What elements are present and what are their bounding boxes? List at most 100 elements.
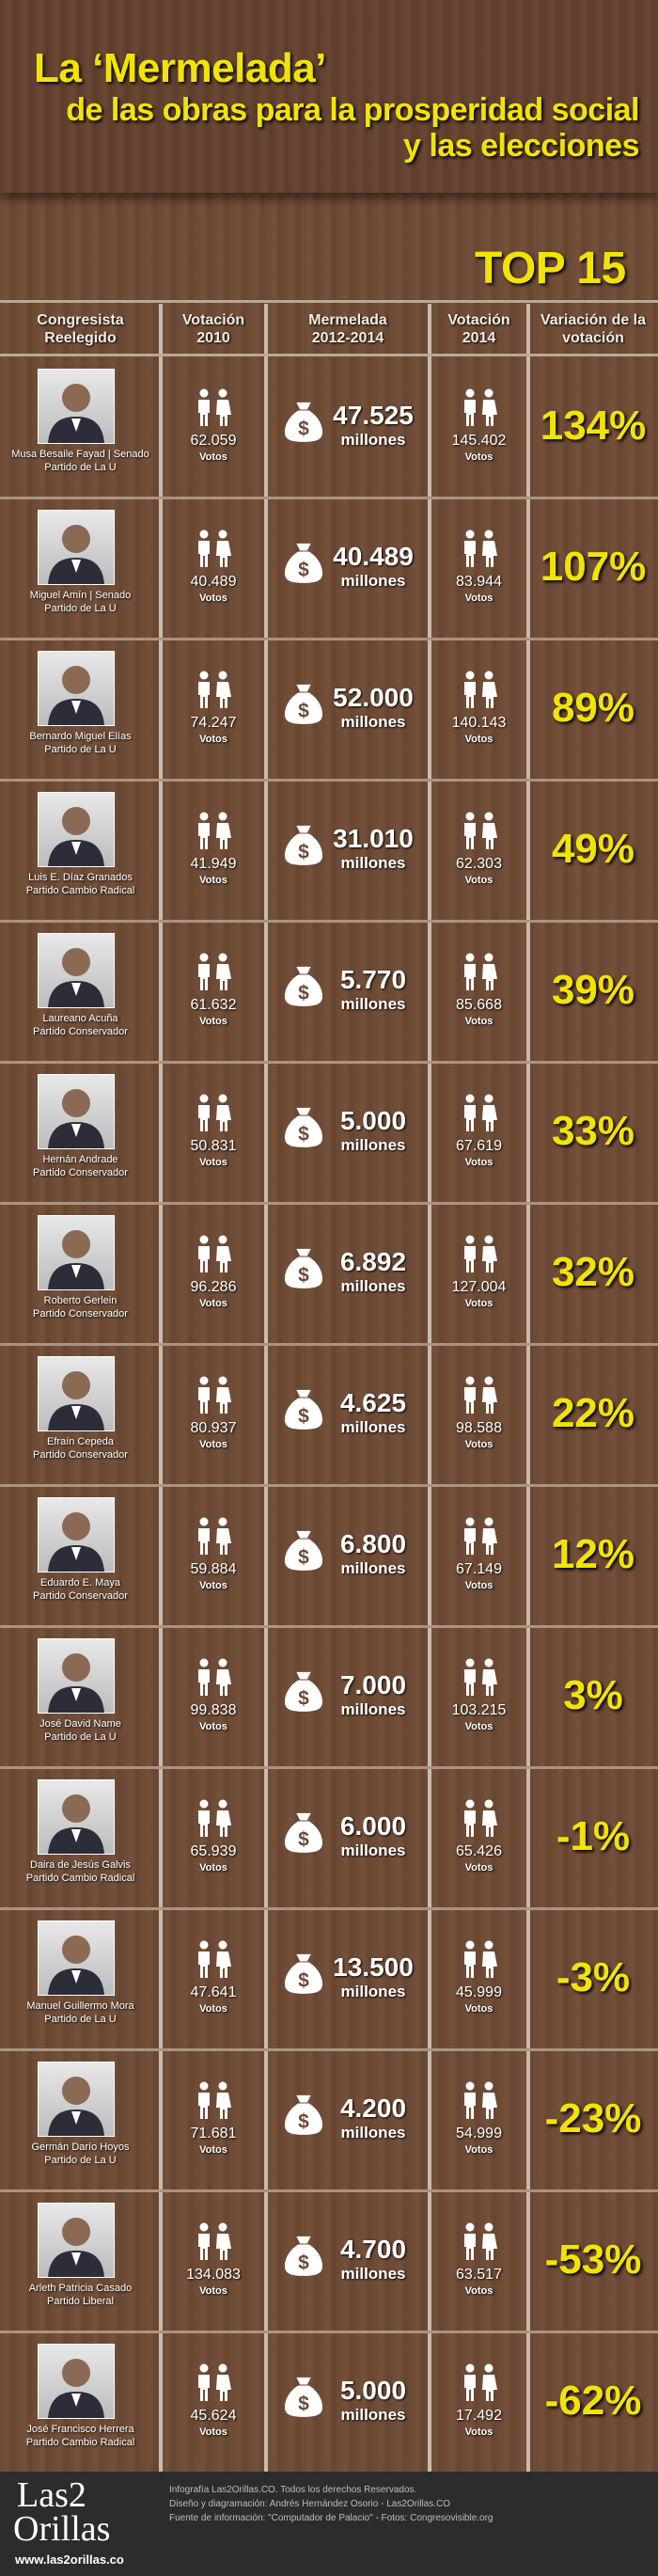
vote-variation: 32%: [551, 1249, 635, 1295]
votes-unit: Votos: [199, 2003, 227, 2015]
row-divider: [0, 1484, 658, 1487]
money-bag-icon-svg: $: [284, 1248, 323, 1288]
photo: [38, 1920, 115, 1996]
money-bag-icon: $: [284, 1245, 323, 1288]
congress-member-name: José Francisco Herrera: [26, 2424, 134, 2435]
photo-silhouette: [48, 1371, 104, 1430]
money-bag-icon: $: [284, 1810, 323, 1853]
money-bag-icon: $: [284, 1668, 323, 1712]
votes-unit: Votos: [464, 734, 494, 745]
svg-text:$: $: [298, 1828, 309, 1850]
vote-count: 17.492: [456, 2408, 502, 2424]
vote-count: 98.588: [456, 1420, 502, 1436]
column-header: 2012-2014: [311, 330, 384, 346]
congress-member-name: Partido Cambio Radical: [25, 2437, 135, 2448]
money-bag-icon-svg: $: [284, 1812, 323, 1853]
photo: [38, 1497, 115, 1572]
congress-member-name: Hernán Andrade: [42, 1154, 118, 1165]
mermelada-amount: 47.525: [333, 401, 414, 430]
vote-count: 71.681: [190, 2126, 237, 2141]
vote-count: 63.517: [456, 2267, 502, 2283]
voters-icon: [195, 1657, 232, 1696]
money-bag-icon: $: [284, 681, 323, 724]
voters-icon-svg: [463, 1376, 497, 1414]
photo-silhouette: [48, 807, 104, 866]
vote-count: 83.944: [456, 574, 502, 590]
photo-silhouette: [48, 1653, 104, 1713]
millions-unit: millones: [340, 1983, 406, 2000]
vote-variation: 107%: [540, 544, 647, 590]
voters-icon-svg: [463, 812, 497, 849]
voters-icon: [195, 952, 232, 990]
mermelada-amount: 6.800: [339, 1529, 407, 1558]
money-bag-icon: $: [284, 2374, 323, 2417]
svg-text:$: $: [298, 700, 309, 721]
voters-icon: [195, 1234, 232, 1272]
votes-unit: Votos: [464, 2426, 494, 2438]
money-bag-icon-svg: $: [284, 1389, 323, 1430]
voters-icon: [195, 811, 232, 849]
voters-icon: [195, 2363, 232, 2401]
vote-variation: -3%: [556, 1954, 631, 2000]
voters-icon: [461, 2221, 498, 2260]
svg-text:$: $: [298, 1405, 309, 1427]
votes-unit: Votos: [464, 1157, 494, 1168]
voters-icon-svg: [463, 1235, 497, 1272]
vote-variation: 12%: [551, 1531, 635, 1577]
vote-count: 67.619: [456, 1138, 502, 1154]
mermelada-amount: 4.700: [339, 2235, 407, 2264]
voters-icon-svg: [198, 671, 231, 708]
money-bag-icon: $: [284, 2233, 323, 2276]
millions-unit: millones: [340, 1559, 406, 1577]
money-bag-icon-svg: $: [284, 1953, 323, 1994]
voters-icon: [461, 529, 498, 567]
voters-icon: [461, 811, 498, 849]
vote-count: 50.831: [190, 1138, 237, 1154]
congress-member-name: Arleth Patricia Casado: [28, 2283, 133, 2294]
svg-text:$: $: [298, 2393, 309, 2414]
money-bag-icon-svg: $: [284, 2236, 323, 2276]
photo-silhouette: [48, 1512, 104, 1572]
row-divider: [0, 497, 658, 499]
photo-silhouette: [48, 525, 104, 584]
mermelada-amount: 52.000: [333, 683, 414, 712]
svg-text:$: $: [298, 841, 309, 862]
svg-text:$: $: [298, 2252, 309, 2273]
mermelada-amount: 5.000: [339, 1106, 407, 1135]
row-divider: [0, 2331, 658, 2333]
photo: [38, 2062, 115, 2137]
votes-unit: Votos: [464, 1580, 494, 1591]
column-divider: [264, 304, 268, 2473]
column-header: Congresista: [37, 312, 124, 328]
vote-count: 45.999: [456, 1984, 502, 2000]
voters-icon-svg: [463, 671, 497, 708]
voters-icon-svg: [198, 1940, 231, 1978]
voters-icon: [461, 952, 498, 990]
voters-icon-svg: [198, 2363, 231, 2401]
voters-icon-svg: [198, 1517, 231, 1555]
congress-member-name: Luis E. Díaz Granados: [28, 872, 133, 883]
svg-text:$: $: [298, 1969, 309, 1991]
voters-icon: [195, 529, 232, 567]
money-bag-icon-svg: $: [284, 402, 323, 442]
votes-unit: Votos: [199, 734, 227, 745]
voters-icon: [195, 1939, 232, 1978]
vote-count: 61.632: [190, 997, 237, 1013]
congress-member-name: Daira de Jesús Galvis: [30, 1859, 131, 1871]
photo: [38, 1356, 115, 1431]
vote-count: 59.884: [190, 1561, 237, 1577]
voters-icon-svg: [463, 1940, 497, 1978]
voters-icon-svg: [198, 812, 231, 849]
votes-unit: Votos: [199, 1580, 227, 1591]
votes-unit: Votos: [464, 451, 494, 463]
photo-silhouette: [48, 2218, 104, 2277]
millions-unit: millones: [340, 995, 406, 1013]
column-header: 2014: [462, 330, 496, 346]
voters-icon-svg: [463, 1094, 497, 1131]
money-bag-icon-svg: $: [284, 1530, 323, 1571]
voters-icon: [195, 1375, 232, 1414]
voters-icon: [195, 1093, 232, 1131]
voters-icon: [461, 1657, 498, 1696]
voters-icon-svg: [463, 2222, 497, 2260]
